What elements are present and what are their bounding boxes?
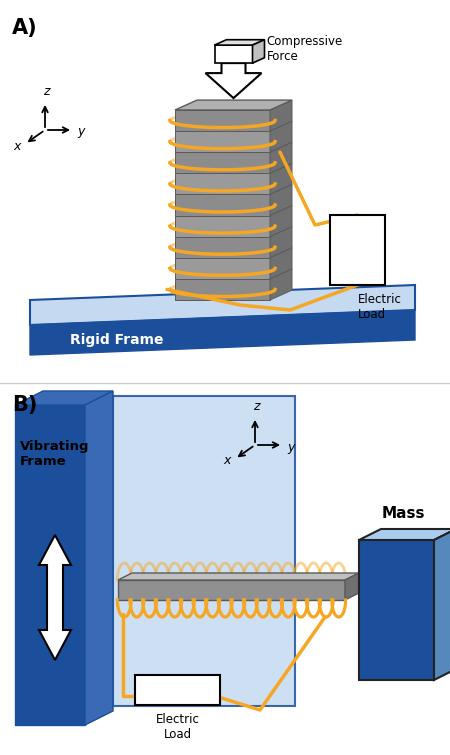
Polygon shape (270, 226, 292, 257)
Polygon shape (270, 205, 292, 236)
Text: Electric
Load: Electric Load (156, 713, 199, 741)
Text: y: y (287, 440, 294, 454)
Polygon shape (30, 310, 415, 355)
Polygon shape (434, 529, 450, 680)
Text: Rigid Frame: Rigid Frame (70, 333, 163, 347)
Polygon shape (175, 174, 270, 195)
Polygon shape (270, 248, 292, 279)
Text: Vibrating
Frame: Vibrating Frame (20, 440, 90, 468)
Text: B): B) (12, 395, 37, 415)
Text: Mass: Mass (381, 506, 425, 521)
Polygon shape (175, 100, 292, 110)
Polygon shape (175, 236, 270, 257)
Polygon shape (113, 396, 295, 706)
Polygon shape (270, 100, 292, 131)
Polygon shape (359, 529, 450, 540)
Polygon shape (118, 580, 345, 600)
Polygon shape (135, 675, 220, 705)
Polygon shape (345, 573, 359, 600)
Text: z: z (253, 400, 259, 413)
Polygon shape (270, 163, 292, 195)
Polygon shape (206, 63, 261, 98)
Text: y: y (77, 125, 85, 138)
Polygon shape (175, 257, 270, 279)
Polygon shape (215, 45, 252, 63)
Polygon shape (330, 215, 385, 285)
Polygon shape (118, 573, 359, 580)
Text: Compressive
Force: Compressive Force (266, 35, 343, 63)
Polygon shape (30, 285, 415, 325)
Polygon shape (359, 540, 434, 680)
Polygon shape (175, 110, 270, 131)
Text: z: z (43, 85, 49, 98)
Polygon shape (15, 391, 113, 405)
Polygon shape (252, 40, 265, 63)
Polygon shape (175, 195, 270, 216)
Polygon shape (270, 269, 292, 300)
Polygon shape (270, 122, 292, 153)
Polygon shape (15, 405, 85, 725)
Polygon shape (175, 279, 270, 300)
Polygon shape (39, 535, 71, 660)
Polygon shape (175, 216, 270, 236)
Text: x: x (224, 455, 231, 467)
Text: A): A) (12, 18, 38, 38)
Polygon shape (175, 131, 270, 153)
Polygon shape (270, 184, 292, 216)
Text: Electric
Load: Electric Load (357, 293, 401, 321)
Polygon shape (85, 391, 113, 725)
Polygon shape (215, 40, 265, 45)
Polygon shape (270, 143, 292, 174)
Text: x: x (14, 140, 21, 153)
Polygon shape (175, 153, 270, 174)
